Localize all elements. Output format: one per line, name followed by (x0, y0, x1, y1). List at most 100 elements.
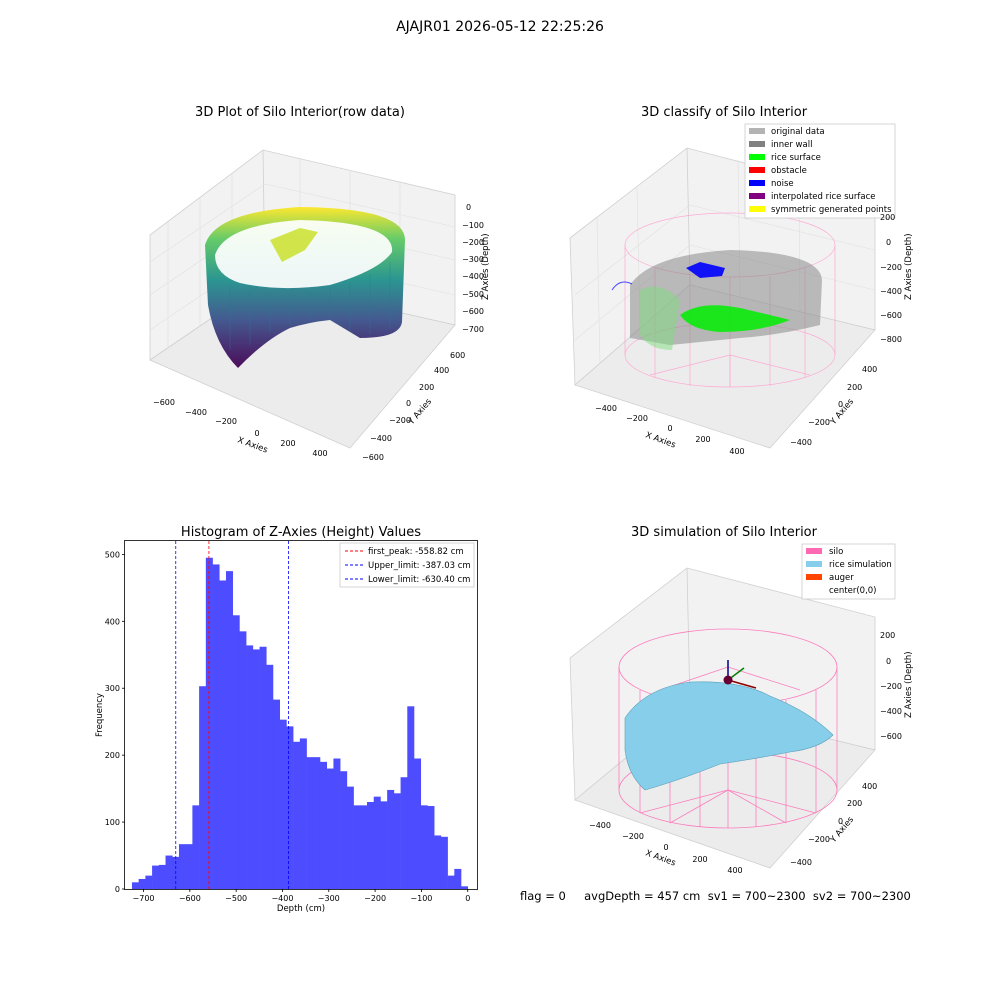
raw-ztick: −100 (462, 221, 484, 230)
histogram-bar (346, 786, 354, 889)
histogram-bar (219, 580, 227, 889)
histogram-bar (387, 789, 395, 889)
histogram-ytick-label: 100 (105, 818, 120, 827)
raw-ytick: 400 (434, 366, 449, 375)
raw-xtick: −600 (153, 398, 175, 407)
simulation-ztick: 200 (880, 631, 895, 640)
classify-legend-label: obstacle (771, 166, 807, 176)
rice-simulation-surface (624, 681, 834, 791)
raw-z-axis-label: Z Axies (Depth) (481, 233, 491, 300)
classify-legend: original data inner wall rice surface ob… (744, 123, 896, 219)
raw-ytick: 200 (419, 383, 434, 392)
histogram-panel: Histogram of Z-Axies (Height) Values −70… (95, 525, 478, 914)
simulation-z-ticks: 200 0 −200 −400 −600 (880, 631, 902, 741)
classify-legend-item: noise (749, 179, 794, 189)
raw-ztick: −400 (462, 272, 484, 281)
classify-ztick: −200 (880, 263, 902, 272)
simulation-xtick: −400 (589, 821, 611, 830)
histogram-bar (252, 649, 260, 889)
simulation-z-axis-label: Z Axies (Depth) (904, 651, 914, 718)
histogram-bar (333, 758, 341, 889)
histogram-bar (306, 757, 314, 889)
classify-xtick: 200 (695, 435, 710, 444)
histogram-bar (340, 771, 348, 889)
histogram-bar (353, 805, 361, 889)
raw-point-cloud (205, 207, 405, 368)
simulation-legend-item: silo (806, 547, 843, 557)
histogram-legend-item: Upper_limit: -387.03 cm (345, 561, 471, 571)
histogram-bar (447, 875, 455, 889)
histogram-bar (199, 686, 207, 889)
histogram-xtick-label: 0 (465, 894, 470, 903)
raw-ztick: −700 (462, 325, 484, 334)
raw-z-ticks: 0 −100 −200 −300 −400 −500 −600 −700 (462, 203, 484, 334)
raw-ytick: 600 (450, 351, 465, 360)
histogram-bar (246, 645, 254, 889)
classify-legend-label: original data (771, 127, 825, 137)
histogram-bar (373, 796, 381, 889)
histogram-x-ticks: −700 −600 −500 −400 −300 −200 −100 0 (133, 889, 470, 903)
histogram-bar (414, 758, 422, 889)
raw-ztick: −200 (462, 238, 484, 247)
histogram-xtick-label: −300 (318, 894, 340, 903)
classify-ytick: −400 (790, 438, 812, 447)
classify-ytick: 200 (847, 383, 862, 392)
histogram-ytick-label: 300 (105, 684, 120, 693)
histogram-plot-frame (124, 540, 478, 890)
histogram-bar (313, 757, 321, 889)
histogram-legend-label: first_peak: -558.82 cm (368, 547, 464, 557)
raw-ztick: 0 (466, 203, 471, 212)
simulation-ytick: 400 (862, 782, 877, 791)
simulation-legend-label: center(0,0) (829, 586, 877, 596)
classify-z-ticks: 200 0 −200 −400 −600 −800 (880, 213, 902, 344)
histogram-bar (158, 864, 166, 889)
histogram-bar (266, 664, 274, 889)
histogram-bar (407, 706, 415, 889)
raw-ytick: −200 (389, 416, 411, 425)
histogram-bar (299, 738, 307, 889)
classify-legend-item: original data (749, 127, 825, 137)
histogram-y-ticks: 0 100 200 300 400 500 (105, 550, 125, 894)
histogram-ytick-label: 0 (115, 885, 120, 894)
histogram-bar (131, 882, 139, 889)
raw-xtick: 400 (312, 449, 327, 458)
classify-ztick: 0 (886, 238, 891, 247)
raw-xtick: 0 (254, 429, 259, 438)
classify-legend-label: inner wall (771, 140, 812, 150)
raw-ytick: −600 (362, 453, 384, 462)
classify-ztick: 200 (880, 213, 895, 222)
histogram-bar (293, 741, 301, 889)
classify-x-axis-label: X Axies (644, 430, 677, 450)
histogram-bar (225, 571, 233, 889)
histogram-bar (380, 801, 388, 889)
raw-x-ticks: −600 −400 −200 0 200 400 (153, 398, 328, 458)
classify-x-ticks: −400 −200 0 200 400 (595, 404, 745, 456)
histogram-bar (152, 865, 160, 889)
histogram-xtick-label: −500 (225, 894, 247, 903)
histogram-bars (131, 557, 469, 889)
raw-ztick: −500 (462, 290, 484, 299)
classify-legend-item: interpolated rice surface (749, 192, 876, 202)
histogram-bar (367, 802, 375, 889)
histogram-bar (400, 777, 408, 889)
histogram-xtick-label: −700 (133, 894, 155, 903)
classify-3d-panel: 3D classify of Silo Interior ori (569, 105, 914, 456)
classify-legend-item: inner wall (749, 140, 812, 150)
simulation-legend-label: rice simulation (829, 560, 892, 570)
classify-xtick: −400 (595, 404, 617, 413)
auger-icon (723, 660, 757, 689)
classify-xtick: −200 (626, 414, 648, 423)
classify-legend-label: rice surface (771, 153, 821, 163)
histogram-bar (205, 557, 213, 889)
raw-panel-title: 3D Plot of Silo Interior(row data) (195, 105, 405, 120)
raw-ztick: −600 (462, 307, 484, 316)
classify-panel-title: 3D classify of Silo Interior (641, 105, 808, 120)
histogram-legend-item: Lower_limit: -630.40 cm (345, 575, 470, 585)
histogram-bar (393, 793, 401, 889)
histogram-bar (440, 836, 448, 889)
classify-ytick: 0 (838, 400, 843, 409)
simulation-legend-label: auger (829, 573, 854, 583)
simulation-xtick: 0 (663, 843, 668, 852)
simulation-panel-title: 3D simulation of Silo Interior (631, 525, 818, 540)
